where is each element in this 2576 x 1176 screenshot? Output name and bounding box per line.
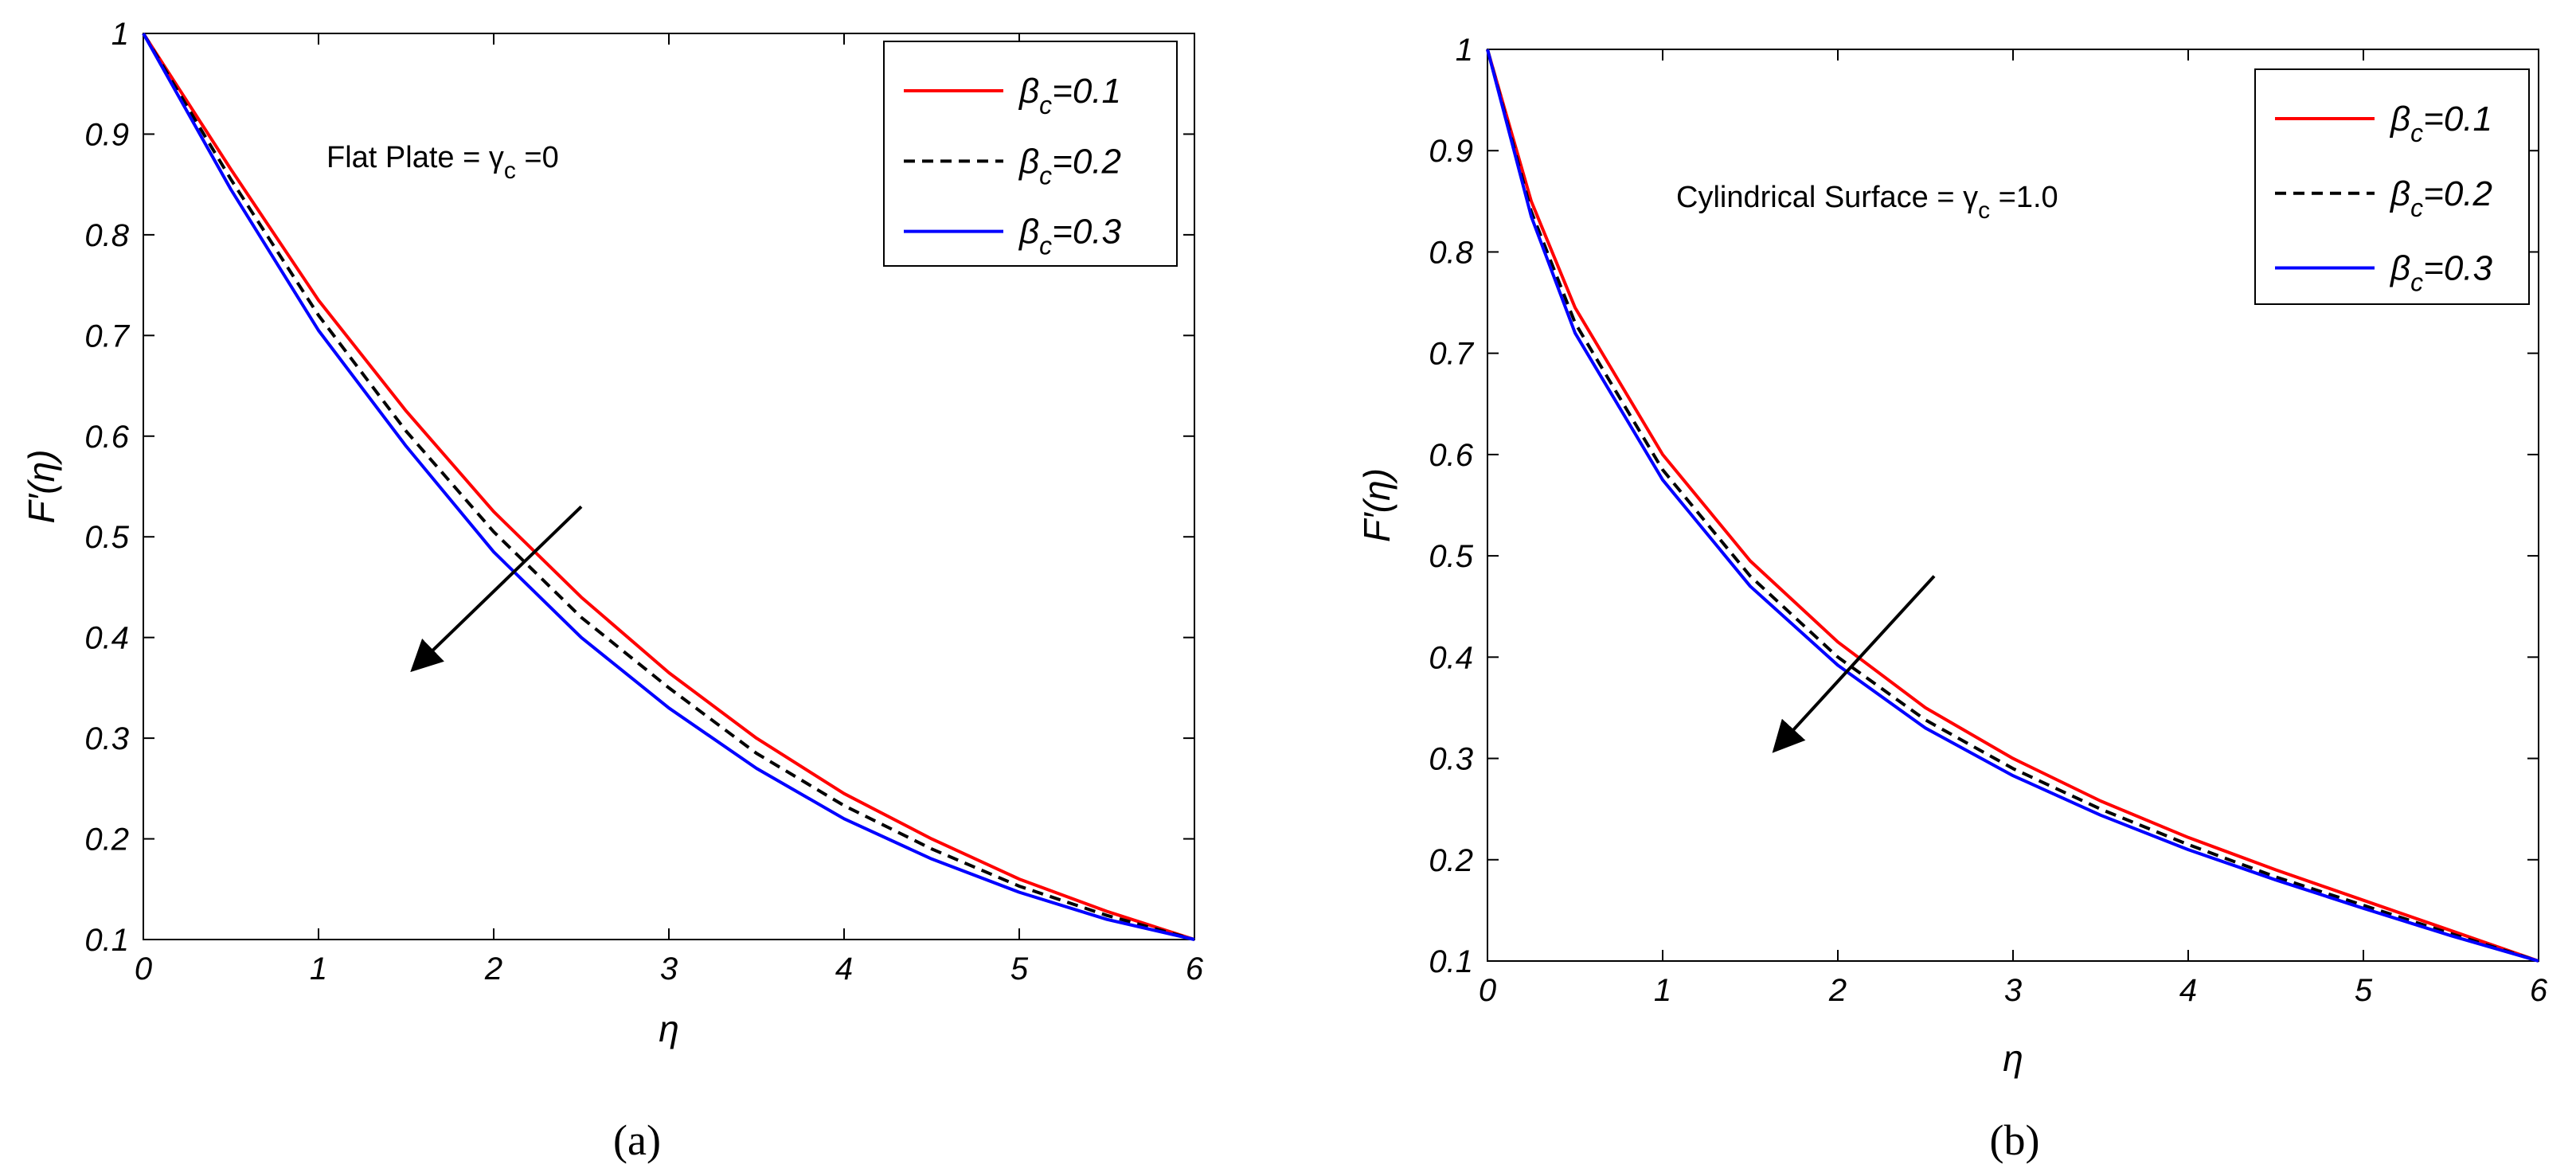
x-tick-label: 0: [135, 951, 152, 987]
legend-entry-2: βc=0.2: [1018, 142, 1121, 189]
chart-annotation: Flat Plate = γc =0: [326, 141, 559, 184]
series-line-3: [1486, 49, 2539, 963]
legend-entry-1: βc=0.1: [2389, 100, 2492, 147]
x-tick-label: 1: [1654, 973, 1671, 1008]
y-tick-label: 0.8: [84, 218, 129, 253]
y-tick-label: 0.7: [84, 318, 130, 354]
x-axis-label: η: [659, 1008, 679, 1049]
panel-label: (b): [1990, 1116, 2040, 1164]
series-line-1: [1486, 49, 2539, 963]
legend-entry-1: βc=0.1: [1018, 72, 1121, 119]
y-tick-label: 1: [1456, 33, 1473, 68]
y-tick-label: 1: [111, 17, 129, 52]
series-line-2: [1486, 49, 2539, 963]
y-tick-label: 0.4: [84, 621, 129, 656]
x-tick-label: 4: [2179, 973, 2197, 1008]
x-tick-label: 2: [1828, 973, 1847, 1008]
trend-arrow: [410, 505, 583, 673]
y-tick-label: 0.5: [84, 520, 129, 555]
y-tick-label: 0.8: [1429, 235, 1473, 270]
x-tick-label: 0: [1479, 973, 1496, 1008]
y-tick-label: 0.1: [84, 923, 129, 958]
y-tick-label: 0.4: [1429, 640, 1473, 675]
y-tick-label: 0.3: [1429, 742, 1473, 777]
x-tick-label: 5: [1010, 951, 1029, 987]
y-tick-label: 0.9: [1429, 134, 1473, 169]
y-tick-label: 0.6: [1429, 438, 1473, 473]
trend-arrow: [1772, 575, 1936, 753]
x-tick-label: 6: [1186, 951, 1204, 987]
legend-entry-3: βc=0.3: [2389, 249, 2493, 297]
series-line-2: [142, 32, 1195, 941]
x-tick-label: 5: [2355, 973, 2373, 1008]
annotation-tail: =1.0: [1990, 181, 2058, 214]
y-tick-label: 0.2: [1429, 843, 1473, 878]
legend: βc=0.1 βc=0.2 βc=0.3: [2254, 68, 2530, 305]
chart-panel-b: 0 1 2 3 4 5 6 0.1 0.2 0.3 0.4 0.5 0.6 0.7 0.8 0.9 1 η F′(η…: [1356, 33, 2548, 1164]
x-tick-label: 2: [484, 951, 502, 987]
legend-entry-3: βc=0.3: [1018, 213, 1122, 260]
y-tick-label: 0.6: [84, 420, 129, 455]
panel-label: (a): [613, 1116, 661, 1164]
annotation-subscript: c: [504, 158, 516, 184]
x-tick-label: 3: [2004, 973, 2022, 1008]
x-tick-label: 1: [310, 951, 327, 987]
x-axis-label: η: [2003, 1037, 2023, 1079]
y-tick-label: 0.3: [84, 721, 129, 756]
y-axis-label: F′(η): [21, 450, 62, 524]
chart-panel-a: 0 1 2 3 4 5 6 0.1 0.2 0.3 0.4 0.5 0.6 0.7 0.8 0.9 1 η F′(η…: [21, 17, 1204, 1164]
y-tick-label: 0.1: [1429, 944, 1473, 979]
legend: βc=0.1 βc=0.2 βc=0.3: [883, 41, 1178, 267]
y-tick-label: 0.7: [1429, 337, 1474, 372]
annotation-tail: =0: [516, 141, 559, 174]
series-line-1: [142, 32, 1195, 941]
series-line-3: [142, 33, 1195, 941]
chart-annotation: Cylindrical Surface = γc =1.0: [1676, 181, 2058, 224]
legend-box: [2254, 68, 2530, 305]
y-tick-label: 0.5: [1429, 539, 1473, 574]
y-tick-label: 0.2: [84, 822, 129, 858]
x-tick-label: 4: [835, 951, 853, 987]
y-axis-label: F′(η): [1356, 468, 1397, 542]
annotation-subscript: c: [1978, 197, 1990, 224]
annotation-main: Cylindrical Surface = γ: [1676, 181, 1978, 214]
x-tick-label: 3: [660, 951, 678, 987]
annotation-main: Flat Plate = γ: [326, 141, 504, 174]
x-tick-label: 6: [2530, 973, 2548, 1008]
legend-entry-2: βc=0.2: [2389, 174, 2492, 222]
y-tick-label: 0.9: [84, 117, 129, 152]
legend-box: [883, 41, 1178, 267]
